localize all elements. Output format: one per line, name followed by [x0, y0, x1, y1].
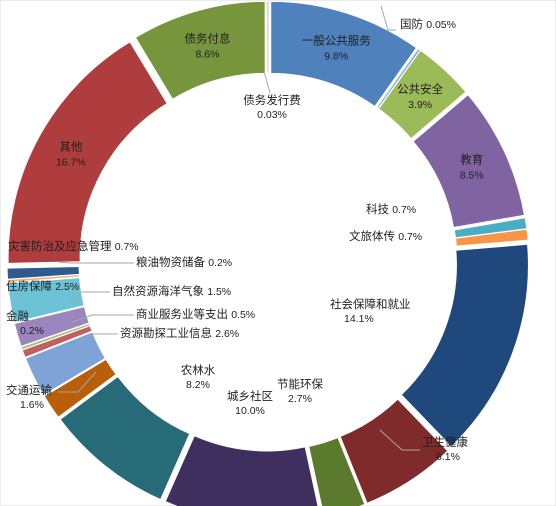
donut-slice: [412, 94, 526, 229]
slice-label: 科技 0.7%: [366, 202, 416, 216]
slice-name-label: 卫生健康: [422, 435, 468, 449]
donut-slice: [400, 243, 529, 448]
slice-name-label: 教育: [460, 152, 483, 166]
slice-name-label: 债务发行费: [243, 93, 301, 107]
donut-slice: [339, 398, 449, 504]
slice-value-label: 8.2%: [186, 379, 210, 391]
slice-value-label: 0.03%: [257, 109, 287, 121]
slice-name-label: 其他: [59, 141, 82, 154]
donut-slice: [7, 277, 85, 324]
donut-slice: [6, 265, 80, 280]
slice-name-label: 节能环保: [277, 377, 323, 391]
slice-value-label: 0.2%: [20, 325, 44, 337]
leader-line: [379, 429, 420, 451]
slice-label: 国防 0.05%: [400, 17, 456, 31]
donut-slice: [454, 228, 529, 247]
slice-label: 粮油物资储备 0.2%: [136, 255, 232, 269]
slice-label: 自然资源海洋气象 1.5%: [112, 284, 231, 298]
slice-name-label: 交通运输: [6, 383, 52, 397]
slice-value-label: 3.9%: [408, 99, 432, 111]
slice-name-label: 金融: [6, 309, 29, 323]
donut-slice: [24, 331, 107, 396]
slice-value-label: 6.1%: [436, 451, 460, 463]
donut-slice: [7, 41, 168, 264]
slice-name-label: 农林水: [181, 363, 216, 377]
donut-slice: [43, 358, 117, 419]
slice-value-label: 8.5%: [460, 169, 484, 181]
slice-label: 灾害防治及应急管理 0.7%: [8, 239, 139, 253]
labels-layer: 一般公共服务 9.8% 国防 0.05% 公共安全 3.9% 教育 8.5% 科技 0.7% 文…: [6, 17, 484, 463]
slice-name-label: 公共安全: [397, 82, 443, 96]
donut-slice: [59, 375, 191, 501]
slice-label: 商业服务业等支出 0.5%: [136, 307, 255, 321]
donut-slice: [13, 306, 90, 348]
donut-slice: [164, 434, 319, 506]
slice-value-label: 10.0%: [235, 405, 265, 417]
leader-lines-layer: [57, 5, 420, 451]
slice-label: 住房保障 2.5%: [6, 279, 79, 293]
slice-value-label: 1.6%: [20, 399, 44, 411]
slice-name-label: 社会保障和就业: [330, 297, 411, 311]
slice-name-label: 一般公共服务: [302, 34, 371, 48]
leader-line: [263, 71, 271, 94]
leader-line: [69, 291, 110, 303]
leader-line: [79, 333, 118, 343]
leader-line: [58, 371, 97, 393]
slice-value-label: 14.1%: [344, 313, 374, 325]
donut-slice: [308, 436, 366, 506]
slice-value-label: 2.7%: [288, 393, 312, 405]
leader-line: [57, 261, 134, 264]
slice-value-label: 8.6%: [195, 48, 219, 60]
slices-layer: [6, 0, 529, 506]
slice-value-label: 9.8%: [324, 51, 348, 63]
leader-line: [380, 5, 396, 31]
slice-label: 文旅体传 0.7%: [349, 229, 422, 243]
slice-value-label: 16.7%: [56, 157, 86, 169]
donut-slice: [265, 0, 270, 74]
donut-slice: [134, 0, 266, 100]
leader-line: [71, 314, 134, 323]
donut-slice: [377, 49, 467, 140]
slice-label: 资源勘探工业信息 2.6%: [120, 326, 239, 340]
donut-slice: [270, 0, 418, 108]
slice-name-label: 城乡社区: [227, 389, 273, 403]
slice-name-label: 债务付息: [184, 31, 230, 45]
